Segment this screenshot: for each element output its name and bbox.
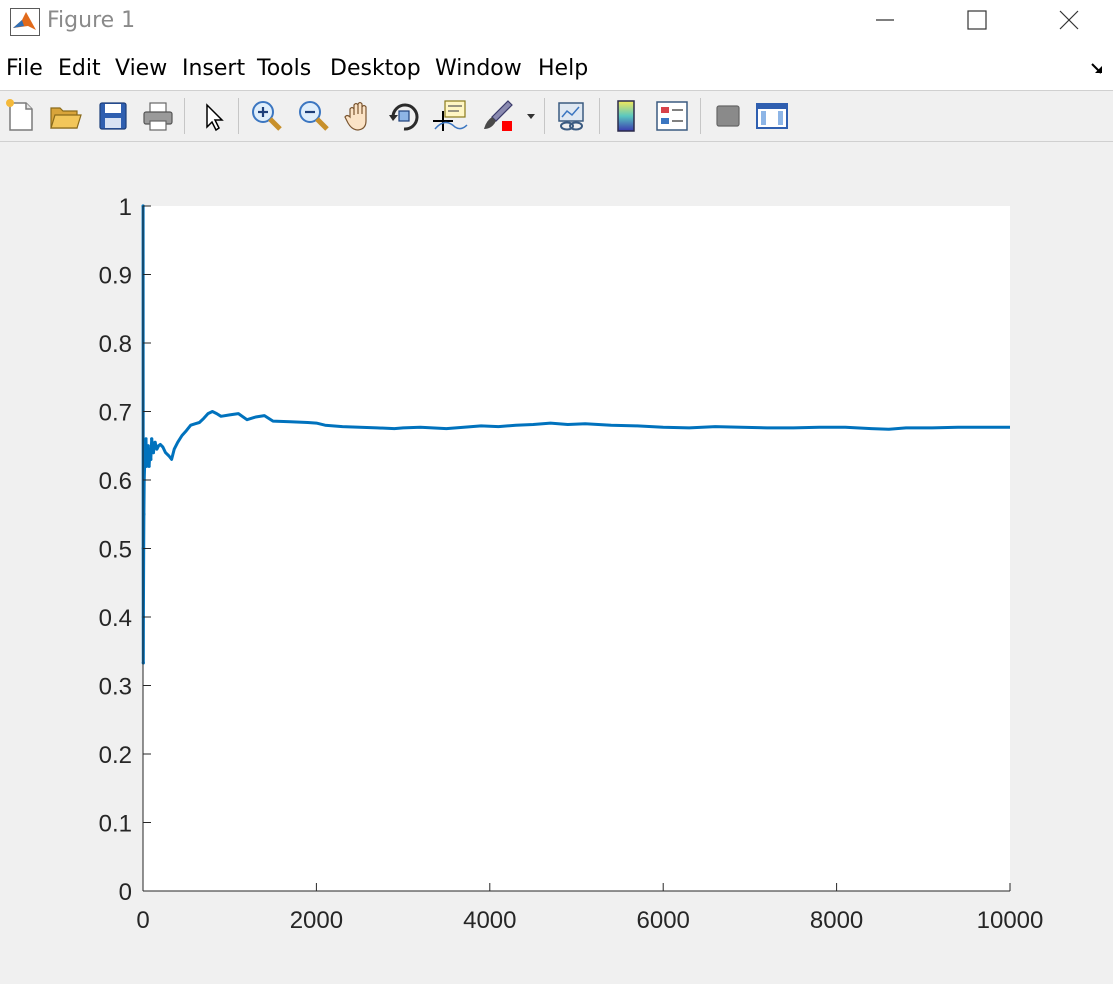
window-title: Figure 1 xyxy=(47,8,136,33)
menu-view[interactable]: View xyxy=(115,56,168,81)
data-point xyxy=(143,444,147,448)
data-point xyxy=(148,451,152,455)
toolbar-separator xyxy=(599,98,600,134)
hide-plot-tools-icon[interactable] xyxy=(709,97,747,135)
y-tick-label: 0.8 xyxy=(99,331,132,358)
data-point xyxy=(144,464,149,468)
y-tick-label: 0 xyxy=(119,879,132,906)
toolbar-separator xyxy=(184,98,185,134)
data-point xyxy=(153,440,157,444)
save-icon[interactable] xyxy=(94,97,132,135)
y-tick-label: 0.7 xyxy=(99,400,132,427)
menu-help[interactable]: Help xyxy=(538,56,589,81)
link-plot-icon[interactable] xyxy=(553,97,591,135)
title-bar: Figure 1 xyxy=(0,0,1113,44)
plot-svg: 0 2000 4000 6000 8000 10000 0 0.1 0.2 0.3 0.4 0.5 0.… xyxy=(99,194,1044,934)
figure-canvas: 0 2000 4000 6000 8000 10000 0 0.1 0.2 0.3 0.4 0.5 0.… xyxy=(0,142,1113,984)
data-point xyxy=(151,451,155,455)
menu-window[interactable]: Window xyxy=(435,56,522,81)
data-point xyxy=(149,457,153,461)
y-tick-label: 0.2 xyxy=(99,742,132,769)
data-point xyxy=(145,457,149,461)
brush-dropdown-icon[interactable] xyxy=(522,97,540,135)
menu-bar: File Edit View Insert Tools Desktop Wind… xyxy=(0,44,1113,90)
maximize-button[interactable] xyxy=(954,0,1000,40)
tick-layer: 0 2000 4000 6000 8000 10000 0 0.1 0.2 0.3 0.4 0.5 0.… xyxy=(99,194,1044,934)
matlab-app-icon xyxy=(10,8,40,36)
y-tick-label: 0.6 xyxy=(99,468,132,495)
print-icon[interactable] xyxy=(139,97,177,135)
y-tick-label: 1 xyxy=(119,194,132,221)
close-button[interactable] xyxy=(1046,0,1092,40)
data-point xyxy=(150,437,154,441)
toolbar-separator xyxy=(238,98,239,134)
data-point xyxy=(147,464,151,468)
series-line-0 xyxy=(141,205,1010,665)
x-tick-label: 10000 xyxy=(977,907,1044,934)
minimize-button[interactable] xyxy=(862,0,908,40)
x-tick-label: 2000 xyxy=(290,907,343,934)
toolbar-separator xyxy=(700,98,701,134)
dock-figure-icon[interactable] xyxy=(1089,60,1107,78)
zoom-in-icon[interactable] xyxy=(247,97,285,135)
x-tick-label: 4000 xyxy=(463,907,516,934)
figure-toolbar xyxy=(0,90,1113,142)
legend-icon[interactable] xyxy=(653,97,691,135)
colorbar-icon[interactable] xyxy=(608,97,646,135)
pan-hand-icon[interactable] xyxy=(340,97,378,135)
data-point xyxy=(144,451,148,455)
menu-desktop[interactable]: Desktop xyxy=(330,56,421,81)
data-point xyxy=(146,444,150,448)
y-tick-label: 0.1 xyxy=(99,811,132,838)
x-tick-label: 0 xyxy=(136,907,149,934)
show-plot-tools-icon[interactable] xyxy=(753,97,791,135)
menu-tools[interactable]: Tools xyxy=(257,56,312,81)
x-tick-label: 8000 xyxy=(810,907,863,934)
y-tick-label: 0.4 xyxy=(99,605,132,632)
y-tick-label: 0.5 xyxy=(99,537,132,564)
y-tick-label: 0.9 xyxy=(99,263,132,290)
brush-icon[interactable] xyxy=(478,97,516,135)
menu-insert[interactable]: Insert xyxy=(182,56,246,81)
open-file-icon[interactable] xyxy=(46,97,84,135)
menu-file[interactable]: File xyxy=(6,56,43,81)
new-figure-icon[interactable] xyxy=(2,97,40,135)
edit-plot-arrow-icon[interactable] xyxy=(195,97,233,135)
y-tick-label: 0.3 xyxy=(99,674,132,701)
menu-edit[interactable]: Edit xyxy=(58,56,101,81)
data-point xyxy=(144,437,148,441)
toolbar-separator xyxy=(544,98,545,134)
x-tick-label: 6000 xyxy=(637,907,690,934)
data-cursor-icon[interactable] xyxy=(431,97,469,135)
axes-background[interactable] xyxy=(143,206,1010,891)
rotate-3d-icon[interactable] xyxy=(385,97,423,135)
zoom-out-icon[interactable] xyxy=(294,97,332,135)
